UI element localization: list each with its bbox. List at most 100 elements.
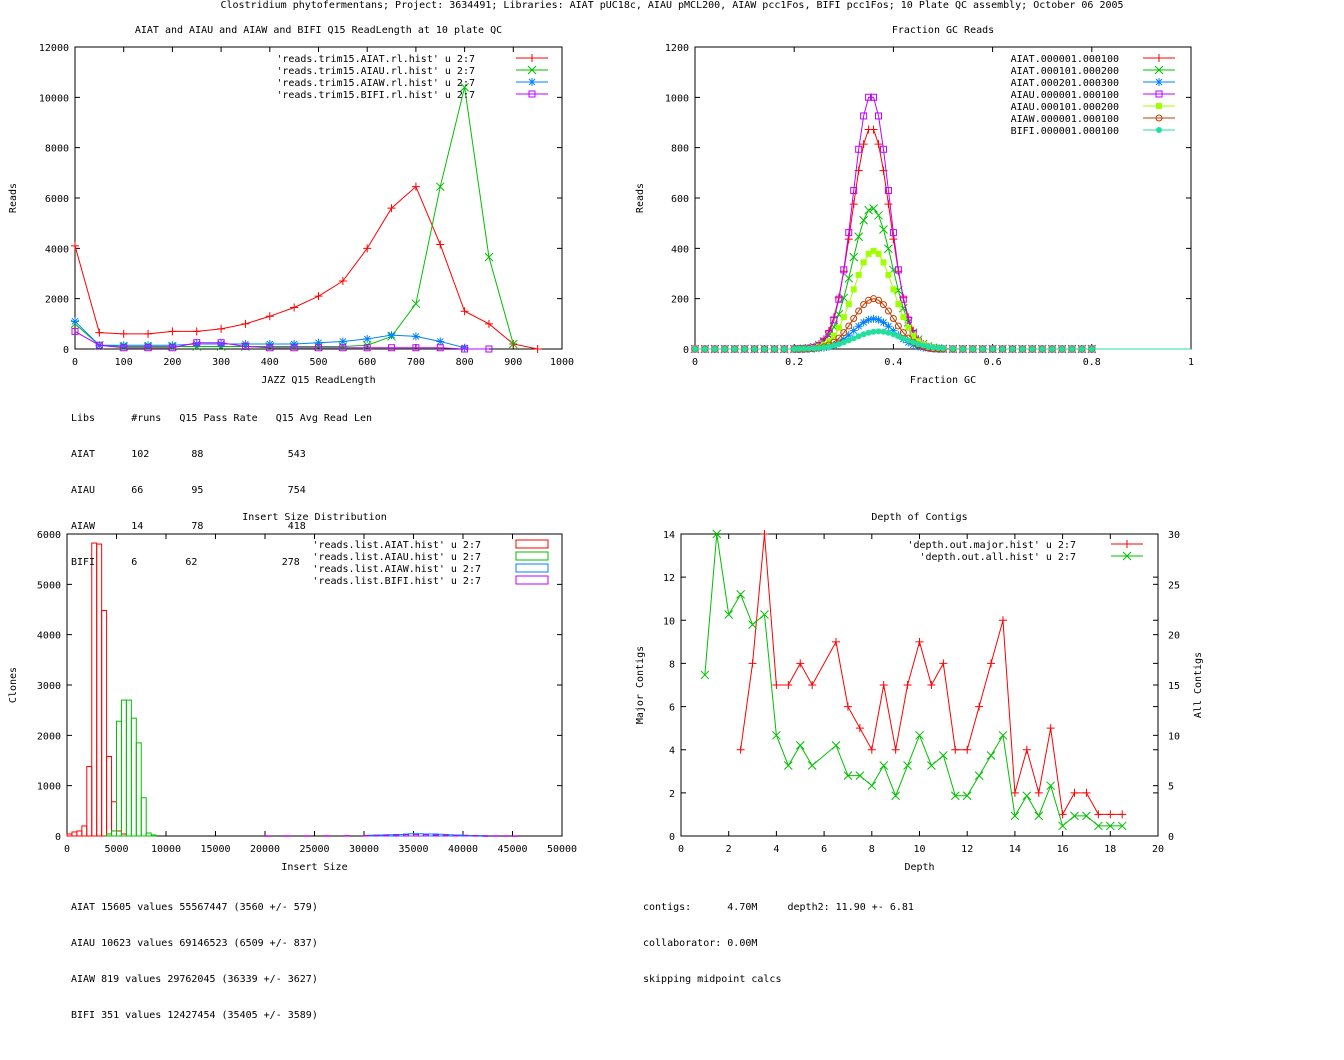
data-point bbox=[290, 303, 299, 312]
chart-title: Insert Size Distribution bbox=[242, 512, 387, 523]
legend-label: 'depth.out.all.hist' u 2:7 bbox=[919, 552, 1076, 563]
data-point bbox=[315, 344, 322, 352]
data-point bbox=[1156, 103, 1162, 109]
data-point bbox=[772, 681, 781, 689]
data-point bbox=[875, 296, 883, 304]
data-point bbox=[795, 741, 805, 750]
data-point bbox=[748, 620, 757, 629]
data-point bbox=[895, 333, 902, 340]
data-point bbox=[528, 54, 536, 62]
legend-label: 'reads.list.BIFI.hist' u 2:7 bbox=[312, 576, 481, 587]
x-tick-label: 1 bbox=[1188, 357, 1194, 368]
data-point bbox=[338, 337, 347, 346]
x-tick-label: 0 bbox=[64, 844, 70, 855]
data-point bbox=[533, 345, 542, 353]
data-point bbox=[339, 344, 347, 352]
x-tick-label: 25000 bbox=[299, 844, 329, 855]
y-tick-label: 8000 bbox=[45, 144, 69, 155]
data-point bbox=[808, 681, 817, 689]
data-point bbox=[411, 182, 420, 191]
data-point bbox=[1022, 791, 1032, 801]
x-tick-label: 300 bbox=[212, 357, 230, 368]
histogram-bar bbox=[462, 834, 469, 837]
y-axis-label: Clones bbox=[8, 667, 19, 703]
series-line bbox=[74, 185, 538, 350]
data-point bbox=[783, 761, 793, 770]
data-point bbox=[217, 324, 226, 333]
data-point bbox=[855, 771, 865, 780]
histogram-bar bbox=[106, 833, 113, 837]
histogram-bar bbox=[116, 720, 122, 837]
data-point bbox=[741, 346, 748, 352]
y-tick-label: 400 bbox=[671, 244, 689, 255]
legend-label: AIAT.000201.000300 bbox=[1011, 78, 1119, 89]
y2-tick-label: 5 bbox=[1168, 782, 1174, 793]
data-point bbox=[839, 335, 848, 344]
x-tick-label: 100 bbox=[115, 357, 133, 368]
data-point bbox=[831, 741, 841, 750]
legend-swatch bbox=[515, 563, 549, 573]
x-tick-label: 6 bbox=[821, 844, 827, 855]
histogram-bar bbox=[482, 835, 489, 837]
y2-tick-label: 15 bbox=[1168, 681, 1180, 692]
data-point bbox=[875, 112, 883, 120]
data-point bbox=[910, 339, 917, 346]
histogram-bar bbox=[413, 834, 419, 837]
y-tick-label: 12 bbox=[663, 573, 675, 584]
data-point bbox=[388, 344, 396, 352]
histogram-bar bbox=[477, 835, 484, 837]
histogram-bar bbox=[368, 834, 375, 837]
legend-swatch bbox=[515, 539, 549, 549]
contig-stats-row: collaborator: 0.00M bbox=[643, 938, 758, 949]
histogram-bar bbox=[408, 833, 414, 837]
chart-title: Fraction GC Reads bbox=[892, 25, 994, 36]
data-point bbox=[1046, 724, 1055, 733]
data-point bbox=[874, 315, 883, 324]
x-tick-label: 500 bbox=[309, 357, 327, 368]
data-point bbox=[884, 187, 892, 195]
data-point bbox=[927, 761, 936, 770]
x-tick-label: 0.8 bbox=[1083, 357, 1101, 368]
y2-tick-label: 25 bbox=[1168, 580, 1180, 591]
data-point bbox=[1070, 788, 1079, 797]
x-tick-label: 12 bbox=[961, 844, 973, 855]
series-line bbox=[695, 250, 1191, 350]
data-point bbox=[920, 342, 927, 349]
data-point bbox=[891, 791, 901, 801]
data-point bbox=[724, 610, 734, 619]
x-tick-label: 0 bbox=[692, 357, 698, 368]
histogram-bar bbox=[343, 835, 350, 837]
data-point bbox=[412, 344, 420, 352]
data-point bbox=[854, 232, 864, 242]
data-point bbox=[1049, 346, 1056, 352]
y-tick-label: 200 bbox=[671, 295, 689, 306]
data-point bbox=[869, 125, 878, 134]
data-point bbox=[1088, 346, 1095, 352]
x-tick-label: 0.2 bbox=[785, 357, 803, 368]
data-point bbox=[832, 637, 841, 646]
histogram-bar bbox=[447, 834, 454, 837]
x-tick-label: 10000 bbox=[151, 844, 181, 855]
data-point bbox=[865, 329, 872, 336]
data-point bbox=[290, 344, 298, 352]
data-point bbox=[692, 346, 698, 352]
data-point bbox=[241, 319, 250, 328]
data-point bbox=[363, 244, 372, 253]
x-tick-label: 45000 bbox=[497, 844, 527, 855]
legend-label: 'reads.trim15.AIAU.rl.hist' u 2:7 bbox=[276, 66, 475, 77]
data-point bbox=[864, 205, 873, 215]
data-point bbox=[900, 335, 907, 342]
data-point bbox=[781, 345, 788, 352]
data-point bbox=[880, 328, 887, 335]
data-point bbox=[860, 259, 867, 266]
legend-label: BIFI.000001.000100 bbox=[1011, 126, 1119, 137]
readlength-table-row: AIAW 14 78 418 bbox=[71, 521, 306, 532]
legend-label: 'reads.trim15.BIFI.rl.hist' u 2:7 bbox=[276, 90, 475, 101]
data-point bbox=[1009, 346, 1016, 352]
histogram-bar bbox=[120, 699, 127, 837]
x-axis-label: Depth bbox=[904, 862, 934, 873]
y-tick-label: 5000 bbox=[37, 580, 61, 591]
histogram-bar bbox=[363, 834, 370, 837]
